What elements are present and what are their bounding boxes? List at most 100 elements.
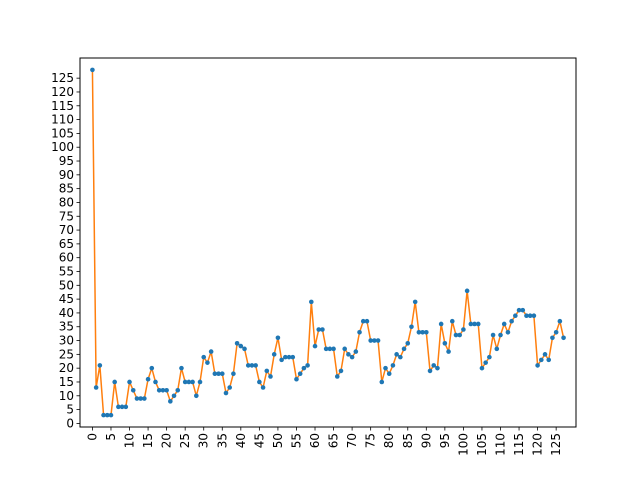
data-point [342,346,347,352]
data-point [442,341,448,346]
data-point [286,354,292,360]
data-point [138,396,143,401]
y-tick-label: 115 [51,99,74,113]
data-point [97,363,103,368]
data-point [449,318,455,324]
data-point [268,374,273,379]
data-point [509,318,514,324]
y-tick-label: 15 [59,375,74,389]
data-point [119,404,125,410]
data-point [116,404,121,410]
data-point [527,313,533,318]
data-point [375,338,381,343]
data-point [524,313,529,318]
data-point [409,324,414,330]
y-tick-label: 10 [59,389,74,403]
data-point [275,335,281,341]
data-point [145,376,151,382]
data-point [416,329,422,335]
data-point [550,335,555,341]
data-point [260,385,266,390]
data-point [197,379,203,385]
data-point [331,346,336,352]
data-point [171,393,177,399]
series-markers [90,67,566,418]
data-point [461,327,466,332]
data-point [323,346,329,352]
data-point [472,321,477,327]
data-point [127,379,132,385]
data-point [216,371,221,376]
data-point [383,365,388,371]
data-point [364,318,370,324]
data-point [93,385,99,390]
data-point [160,387,166,393]
data-point [112,379,117,385]
data-point [294,376,299,382]
data-point [283,354,288,360]
data-point [175,387,181,393]
x-tick-label: 0 [85,433,99,441]
x-tick-label: 95 [438,433,452,448]
data-point [305,363,310,368]
data-point [134,396,140,401]
data-point [435,365,440,371]
y-tick-label: 125 [51,71,74,85]
data-point [424,329,429,335]
x-tick-label: 15 [141,433,155,448]
data-point [190,379,195,385]
data-point [457,332,462,338]
data-point [405,341,411,346]
y-tick-label: 95 [59,154,74,168]
x-tick-label: 50 [271,433,285,448]
x-tick-label: 125 [549,433,563,456]
data-point [223,390,229,396]
data-point [431,363,437,368]
x-tick-label: 40 [234,433,248,448]
data-point [242,346,247,352]
y-tick-label: 105 [51,126,74,140]
data-point [479,365,485,371]
data-point [412,299,418,305]
data-point [182,379,188,385]
data-point [156,387,162,393]
data-point [346,352,351,357]
data-point [379,379,385,385]
x-axis-ticks: 0 5 10 15 20 25 30 35 40 45 50 55 60 65 70 75 80 85 90 95 10… [85,427,563,456]
data-point [420,329,425,335]
data-point [483,360,488,365]
x-tick-label: 60 [308,433,322,448]
data-point [219,371,225,376]
data-point [205,360,210,365]
data-point [309,299,314,305]
x-tick-label: 35 [215,433,229,448]
data-point [264,368,270,374]
y-tick-label: 90 [59,168,74,182]
data-point [468,321,474,327]
x-tick-label: 65 [327,433,341,448]
y-axis-ticks: 0510152025303540455055606570758085909510… [51,71,80,430]
data-point [357,329,362,335]
data-point [513,313,518,318]
data-point [279,357,284,363]
y-tick-label: 75 [59,209,74,223]
data-point [334,374,340,379]
data-point [194,393,199,399]
x-tick-label: 90 [419,433,433,448]
x-tick-label: 45 [252,433,266,448]
x-tick-label: 85 [401,433,415,448]
data-point [316,327,322,332]
data-point [546,357,552,363]
x-tick-label: 30 [197,433,211,448]
data-point [557,318,563,324]
data-point [208,349,214,354]
data-point [353,349,359,354]
data-point [360,318,366,324]
x-tick-label: 100 [456,433,470,456]
data-point [386,371,392,376]
data-point [142,396,147,401]
data-point [427,368,433,374]
data-point [153,379,158,385]
y-tick-label: 25 [59,347,74,361]
y-tick-label: 80 [59,195,74,209]
